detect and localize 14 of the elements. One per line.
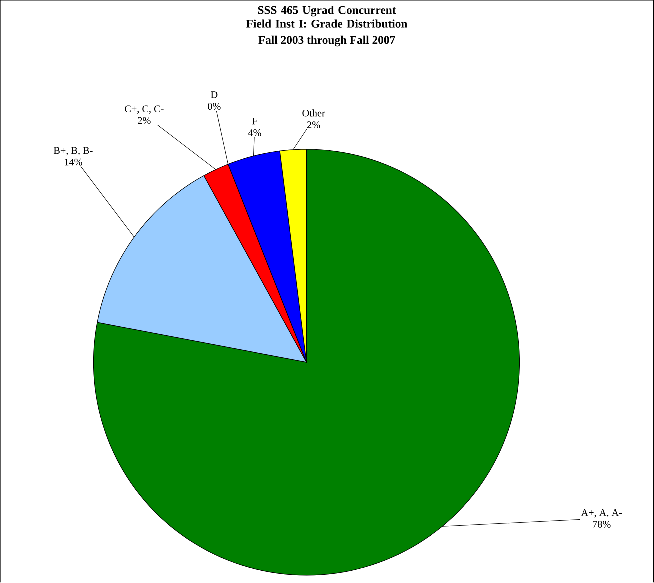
- category-label: D: [211, 92, 218, 98]
- chart-title: SSS 465 Ugrad Concurrent Field Inst I: Grade Distribution: [246, 6, 408, 28]
- data-label: 14%: [65, 158, 82, 166]
- slice-label: A+, A, A-: [581, 509, 622, 518]
- slice-label: F: [252, 118, 258, 125]
- chart-subtitle: Fall 2003 through Fall 2007: [258, 36, 396, 47]
- slice-label: C+, C, C-: [125, 106, 164, 114]
- slice-label: B+, B, B-: [54, 147, 93, 156]
- slice-label: Other: [302, 110, 326, 117]
- data-label: 78%: [593, 521, 611, 528]
- text: 0%: [208, 103, 221, 110]
- data-label: 4%: [248, 130, 262, 136]
- data-label: 2%: [138, 117, 151, 124]
- data-label: 2%: [308, 122, 320, 128]
